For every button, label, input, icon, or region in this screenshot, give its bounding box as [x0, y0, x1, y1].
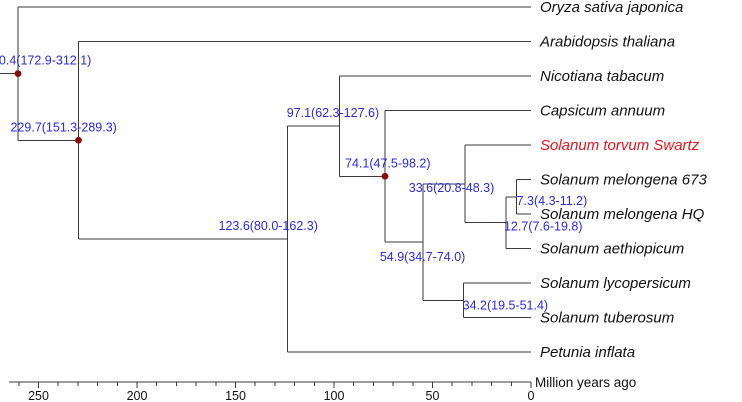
axis-tick-labels: 250 200 150 100 50 0 [28, 389, 534, 402]
calibration-points [14, 70, 389, 180]
taxon-label-aethiopicum: Solanum aethiopicum [540, 241, 684, 258]
tree-branches [0, 6, 531, 353]
taxon-labels: Oryza sativa japonica Arabidopsis thalian… [539, 0, 707, 361]
taxon-label-tuberosum: Solanum tuberosum [540, 310, 674, 327]
taxon-label-petunia: Petunia inflata [540, 344, 635, 361]
tick-label: 150 [225, 389, 246, 402]
calibration-point [75, 136, 82, 144]
node-label-n_root: 260.4(172.9-312.1) [0, 54, 91, 68]
tick-label: 200 [127, 389, 148, 402]
time-axis: 250 200 150 100 50 0 Million years ago [8, 375, 636, 402]
node-label-n_nic: 97.1(62.3-127.6) [287, 106, 379, 120]
node-label-n_dicot: 229.7(151.3-289.3) [10, 120, 116, 134]
tick-label: 100 [324, 389, 345, 402]
taxon-label-capsicum: Capsicum annuum [540, 103, 665, 120]
taxon-label-torvum: Solanum torvum Swartz [540, 137, 700, 154]
node-label-n_solan: 123.6(80.0-162.3) [219, 219, 318, 233]
tick-label: 50 [426, 389, 440, 402]
calibration-point [14, 70, 22, 78]
node-label-n_potato: 34.2(19.5-51.4) [463, 298, 548, 312]
axis-ticks [18, 382, 532, 388]
taxon-label-arabidopsis: Arabidopsis thaliana [539, 34, 675, 51]
tick-label: 250 [28, 389, 49, 402]
taxon-label-melongenaHQ: Solanum melongena HQ [540, 206, 705, 223]
node-label-n_egg: 7.3(4.3-11.2) [517, 194, 588, 208]
node-label-n_solanum: 54.9(34.7-74.0) [380, 250, 465, 264]
taxon-label-melongena673: Solanum melongena 673 [540, 172, 707, 189]
node-label-n_leptos: 33.6(20.8-48.3) [409, 181, 494, 195]
tick-label: 0 [528, 389, 535, 402]
axis-title: Million years ago [535, 375, 636, 390]
calibration-point [381, 172, 389, 180]
node-label-n_caps: 74.1(47.5-98.2) [345, 156, 430, 170]
taxon-label-oryza: Oryza sativa japonica [540, 0, 683, 16]
taxon-label-nicotiana: Nicotiana tabacum [540, 68, 664, 85]
node-age-labels: 260.4(172.9-312.1) 229.7(151.3-289.3) 123.… [0, 54, 587, 313]
taxon-label-lycopersicum: Solanum lycopersicum [540, 275, 691, 292]
node-label-n_eggaeth: 12.7(7.6-19.8) [504, 220, 583, 234]
